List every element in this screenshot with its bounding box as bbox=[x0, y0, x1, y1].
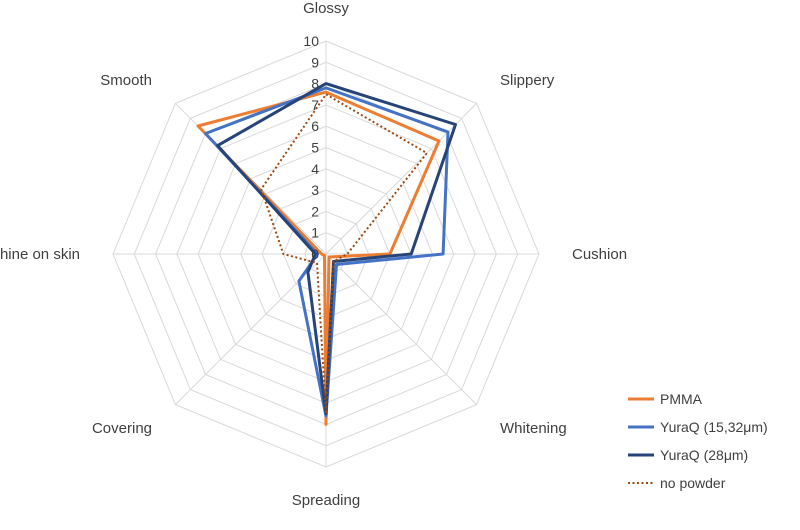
legend-label-yuraq-28-m: YuraQ (28μm) bbox=[660, 447, 748, 463]
axis-label-covering: Covering bbox=[92, 420, 152, 437]
series-yuraq-28-m bbox=[216, 82, 457, 416]
axis-label-spreading: Spreading bbox=[292, 492, 360, 509]
legend: PMMA YuraQ (15,32μm) YuraQ (28μm) no powder bbox=[628, 391, 768, 491]
radar-series bbox=[196, 82, 457, 426]
axis-labels: Glossy Slippery Cushion Whitening Spreading C… bbox=[0, 0, 627, 509]
legend-label-pmma: PMMA bbox=[660, 391, 703, 407]
tick-label: 5 bbox=[311, 140, 319, 156]
axis-label-cushion: Cushion bbox=[572, 246, 627, 263]
tick-label: 2 bbox=[311, 203, 319, 219]
axis-label-glossy: Glossy bbox=[303, 0, 349, 17]
radial-tick-labels: 0 1 2 3 4 5 6 7 8 9 10 bbox=[303, 33, 319, 262]
tick-label: 1 bbox=[311, 225, 319, 241]
tick-label: 0 bbox=[311, 246, 319, 262]
tick-label: 10 bbox=[303, 33, 319, 49]
axis-label-whitening: Whitening bbox=[500, 420, 567, 437]
legend-label-yuraq-15-32-m: YuraQ (15,32μm) bbox=[660, 419, 768, 435]
axis-label-smooth: Smooth bbox=[100, 72, 152, 89]
axis-label-slippery: Slippery bbox=[500, 72, 555, 89]
tick-label: 8 bbox=[311, 76, 319, 92]
series-no-powder bbox=[260, 93, 428, 415]
spoke-whitening bbox=[325, 253, 477, 405]
spoke-slippery bbox=[325, 103, 477, 255]
tick-label: 4 bbox=[311, 161, 319, 177]
legend-label-no-powder: no powder bbox=[660, 475, 726, 491]
tick-label: 9 bbox=[311, 54, 319, 70]
tick-label: 7 bbox=[311, 97, 319, 113]
tick-label: 3 bbox=[311, 182, 319, 198]
tick-label: 6 bbox=[311, 118, 319, 134]
axis-label-shine-on-skin: Shine on skin bbox=[0, 246, 80, 263]
